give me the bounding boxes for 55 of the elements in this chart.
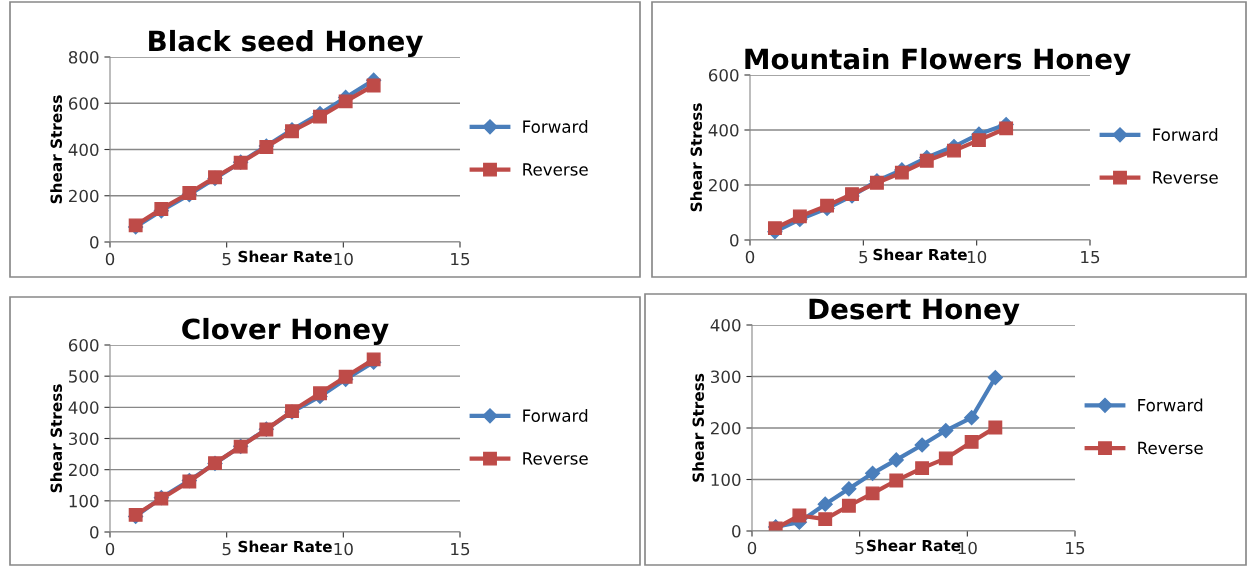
y-axis-title: Shear Stress bbox=[50, 95, 63, 204]
y-tick-label: 0 bbox=[732, 524, 741, 538]
x-tick-label: 0 bbox=[105, 542, 115, 556]
x-tick-label: 15 bbox=[1081, 250, 1100, 264]
x-tick-label: 0 bbox=[745, 250, 755, 264]
x-tick-label: 0 bbox=[105, 252, 115, 266]
y-tick-label: 100 bbox=[69, 494, 99, 508]
x-tick-label: 5 bbox=[222, 252, 231, 266]
y-tick-label: 0 bbox=[730, 233, 739, 247]
y-tick-label: 0 bbox=[90, 525, 99, 539]
chart-title: Black seed Honey bbox=[149, 29, 423, 57]
x-axis-title: Shear Rate bbox=[238, 250, 332, 263]
y-tick-label: 400 bbox=[710, 318, 741, 332]
y-tick-label: 300 bbox=[69, 432, 99, 446]
legend-label: Forward bbox=[523, 409, 588, 422]
y-tick-label: 400 bbox=[68, 401, 99, 414]
y-tick-label: 100 bbox=[711, 473, 741, 487]
legend-label: Forward bbox=[1153, 128, 1218, 141]
legend-label: Reverse bbox=[523, 452, 588, 465]
y-tick-label: 400 bbox=[708, 123, 739, 137]
legend-label: Reverse bbox=[523, 163, 588, 176]
x-tick-label: 10 bbox=[334, 252, 353, 266]
chart-title: Clover Honey bbox=[182, 317, 389, 345]
legend-label: Reverse bbox=[1138, 441, 1203, 455]
chart-title: Mountain Flowers Honey bbox=[745, 47, 1131, 75]
y-axis-title: Shear Stress bbox=[692, 373, 705, 482]
legend-label: Reverse bbox=[1153, 171, 1218, 184]
x-tick-label: 0 bbox=[747, 541, 757, 555]
x-tick-label: 5 bbox=[855, 541, 864, 555]
y-tick-label: 200 bbox=[708, 178, 739, 192]
y-tick-label: 400 bbox=[68, 143, 99, 157]
y-tick-label: 600 bbox=[708, 68, 739, 82]
y-tick-label: 200 bbox=[710, 421, 741, 435]
x-tick-label: 5 bbox=[859, 250, 868, 264]
chart-title: Desert Honey bbox=[809, 298, 1020, 325]
x-tick-label: 5 bbox=[222, 542, 231, 556]
x-tick-label: 15 bbox=[451, 542, 470, 556]
x-axis-title: Shear Rate bbox=[873, 248, 967, 261]
y-tick-label: 200 bbox=[68, 463, 99, 477]
y-tick-label: 600 bbox=[68, 97, 99, 110]
y-tick-label: 0 bbox=[90, 235, 99, 249]
y-axis-title: Shear Stress bbox=[690, 103, 703, 212]
y-tick-label: 600 bbox=[68, 338, 99, 352]
x-tick-label: 15 bbox=[451, 252, 470, 266]
legend-label: Forward bbox=[523, 120, 588, 133]
x-tick-label: 10 bbox=[334, 542, 353, 556]
y-tick-label: 800 bbox=[68, 50, 99, 64]
x-tick-label: 10 bbox=[967, 250, 987, 264]
y-tick-label: 200 bbox=[68, 189, 99, 203]
x-tick-label: 15 bbox=[1066, 541, 1085, 555]
y-tick-label: 500 bbox=[69, 370, 99, 383]
legend-label: Forward bbox=[1138, 398, 1203, 412]
y-axis-title: Shear Stress bbox=[50, 384, 63, 493]
y-tick-label: 300 bbox=[711, 370, 741, 384]
x-axis-title: Shear Rate bbox=[238, 540, 332, 553]
